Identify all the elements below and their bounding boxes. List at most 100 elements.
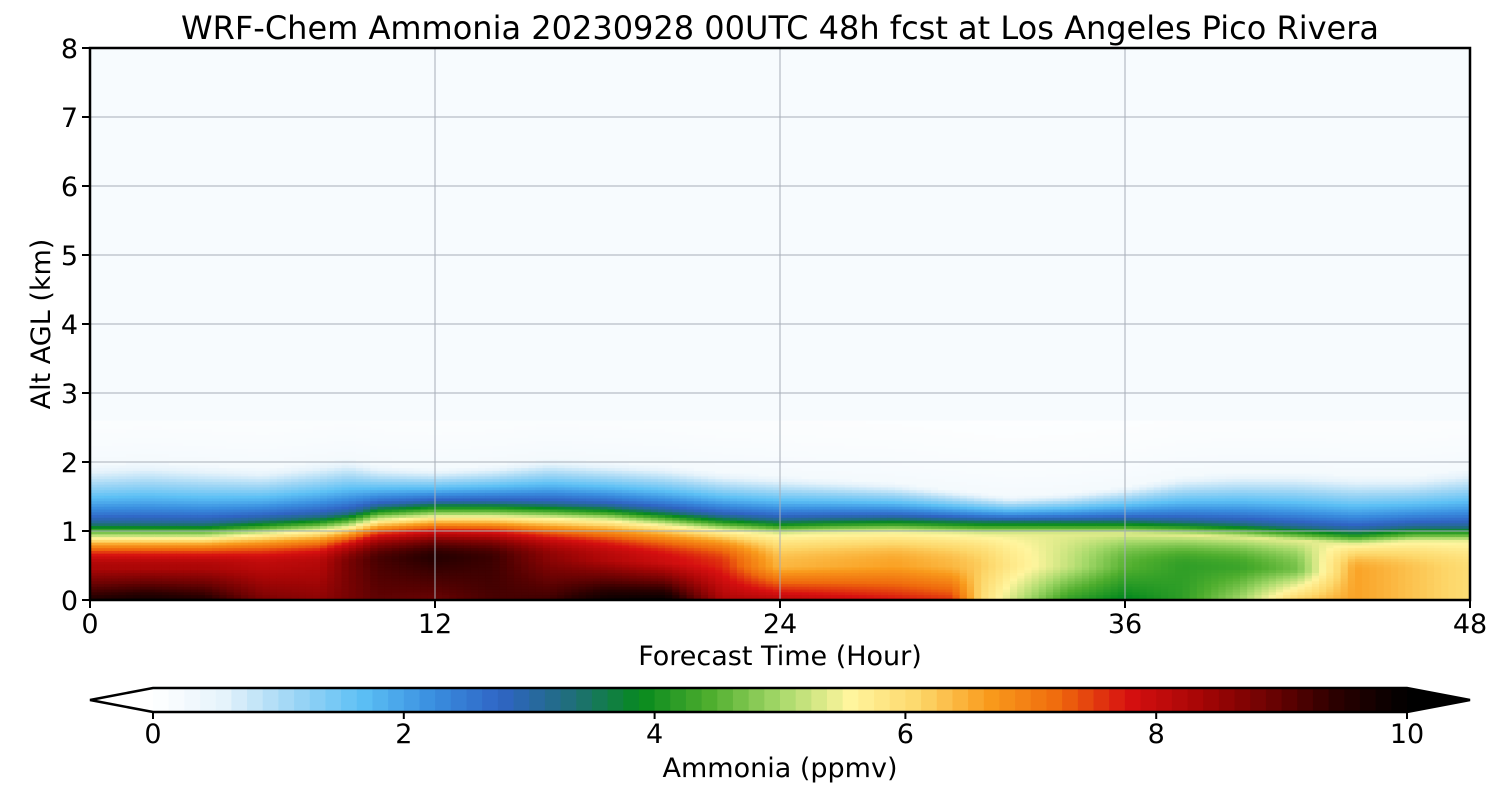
- field-cell: [255, 500, 264, 504]
- field-cell: [169, 506, 177, 510]
- field-cell: [298, 591, 307, 596]
- field-cell: [363, 577, 371, 582]
- field-cell: [104, 484, 113, 488]
- field-cell: [348, 566, 357, 571]
- field-cell: [485, 467, 494, 471]
- field-cell: [125, 456, 134, 460]
- field-cell: [161, 586, 170, 590]
- field-cell: [291, 470, 300, 474]
- field-cell: [399, 426, 407, 430]
- field-cell: [255, 536, 264, 540]
- field-cell: [435, 558, 443, 562]
- field-cell: [169, 525, 177, 529]
- field-cell: [341, 586, 350, 590]
- field-cell: [427, 486, 436, 491]
- field-cell: [427, 561, 436, 565]
- field-cell: [442, 544, 450, 549]
- field-cell: [219, 514, 228, 518]
- field-cell: [284, 486, 292, 491]
- field-cell: [284, 575, 292, 579]
- field-cell: [456, 464, 465, 469]
- field-cell: [133, 539, 141, 543]
- field-cell: [413, 459, 422, 463]
- field-cell: [169, 555, 177, 560]
- field-cell: [478, 547, 486, 551]
- field-cell: [97, 536, 105, 540]
- field-cell: [262, 470, 271, 474]
- field-cell: [133, 489, 141, 493]
- field-cell: [377, 459, 386, 463]
- field-cell: [384, 456, 393, 460]
- field-cell: [90, 484, 98, 488]
- field-cell: [427, 542, 436, 546]
- field-cell: [169, 550, 177, 554]
- field-cell: [255, 514, 264, 518]
- field-cell: [377, 547, 386, 551]
- field-cell: [334, 575, 343, 579]
- field-cell: [262, 420, 271, 424]
- field-cell: [449, 481, 458, 485]
- field-cell: [463, 445, 472, 449]
- field-cell: [154, 544, 163, 549]
- field-cell: [399, 420, 407, 424]
- field-cell: [463, 434, 472, 438]
- field-cell: [262, 508, 271, 513]
- field-cell: [133, 439, 141, 444]
- field-cell: [406, 497, 415, 502]
- field-cell: [363, 445, 371, 449]
- field-cell: [449, 533, 458, 538]
- field-cell: [312, 531, 321, 535]
- field-cell: [312, 506, 321, 510]
- field-cell: [291, 448, 300, 452]
- field-cell: [348, 442, 357, 447]
- field-cell: [341, 464, 350, 469]
- field-cell: [255, 539, 264, 543]
- field-cell: [255, 489, 264, 493]
- field-cell: [284, 561, 292, 565]
- field-cell: [413, 506, 422, 510]
- field-cell: [384, 481, 393, 485]
- field-cell: [140, 597, 149, 600]
- field-cell: [363, 434, 371, 438]
- field-cell: [492, 583, 501, 587]
- field-cell: [262, 445, 271, 449]
- field-cell: [248, 594, 256, 598]
- field-cell: [363, 522, 371, 527]
- field-cell: [276, 572, 285, 576]
- ammonia-concentration-field: [90, 420, 1470, 600]
- field-cell: [463, 437, 472, 441]
- field-cell: [125, 547, 134, 551]
- field-cell: [276, 566, 285, 571]
- field-cell: [485, 442, 494, 447]
- field-cell: [305, 434, 314, 438]
- field-cell: [485, 586, 494, 590]
- field-cell: [262, 481, 271, 485]
- field-cell: [212, 439, 220, 444]
- field-cell: [140, 503, 149, 507]
- field-cell: [262, 464, 271, 469]
- field-cell: [305, 536, 314, 540]
- field-cell: [327, 475, 335, 480]
- field-cell: [219, 506, 228, 510]
- field-cell: [348, 486, 357, 491]
- field-cell: [435, 591, 443, 596]
- field-cell: [291, 500, 300, 504]
- field-cell: [341, 591, 350, 596]
- field-cell: [226, 583, 235, 587]
- field-cell: [140, 453, 149, 458]
- field-cell: [125, 522, 134, 527]
- field-cell: [435, 428, 443, 433]
- field-cell: [327, 519, 335, 524]
- field-cell: [176, 588, 185, 593]
- field-cell: [197, 586, 206, 590]
- field-cell: [384, 439, 393, 444]
- field-cell: [111, 481, 120, 485]
- field-cell: [298, 492, 307, 496]
- field-cell: [161, 542, 170, 546]
- field-cell: [456, 506, 465, 510]
- field-cell: [492, 591, 501, 596]
- field-cell: [377, 506, 386, 510]
- field-cell: [190, 423, 199, 427]
- field-cell: [305, 547, 314, 551]
- field-cell: [125, 489, 134, 493]
